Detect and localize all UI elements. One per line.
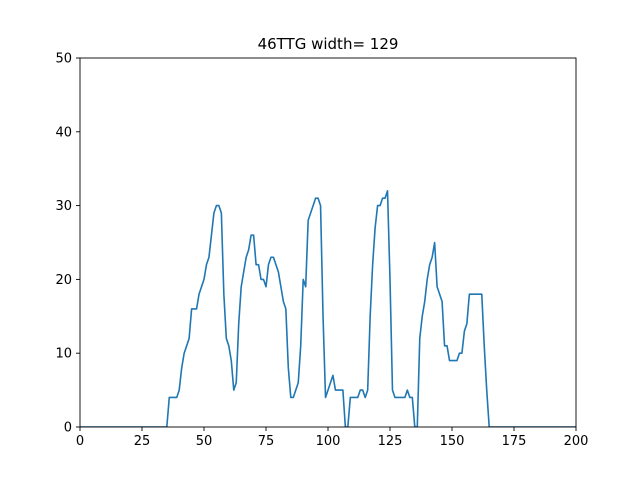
y-tick-label: 0 bbox=[64, 421, 72, 436]
x-tick-label: 150 bbox=[440, 434, 465, 449]
x-tick-label: 0 bbox=[76, 434, 84, 449]
chart-title: 46TTG width= 129 bbox=[258, 35, 399, 53]
y-tick-label: 40 bbox=[55, 125, 72, 140]
x-tick-label: 175 bbox=[502, 434, 527, 449]
x-tick-label: 200 bbox=[564, 434, 589, 449]
x-tick-label: 25 bbox=[134, 434, 151, 449]
axes: 0 25 50 75 100 125 150 175 200 0 10 20 30 40 50 bbox=[55, 52, 588, 450]
y-tick-label: 50 bbox=[55, 52, 72, 67]
x-tick-label: 125 bbox=[378, 434, 403, 449]
y-tick-label: 20 bbox=[55, 273, 72, 288]
y-tick-label: 10 bbox=[55, 347, 72, 362]
x-tick-label: 50 bbox=[196, 434, 213, 449]
plot-area bbox=[80, 190, 576, 427]
y-tick-label: 30 bbox=[55, 199, 72, 214]
series-line-1 bbox=[80, 190, 576, 427]
x-tick-label: 75 bbox=[258, 434, 275, 449]
x-tick-label: 100 bbox=[316, 434, 341, 449]
